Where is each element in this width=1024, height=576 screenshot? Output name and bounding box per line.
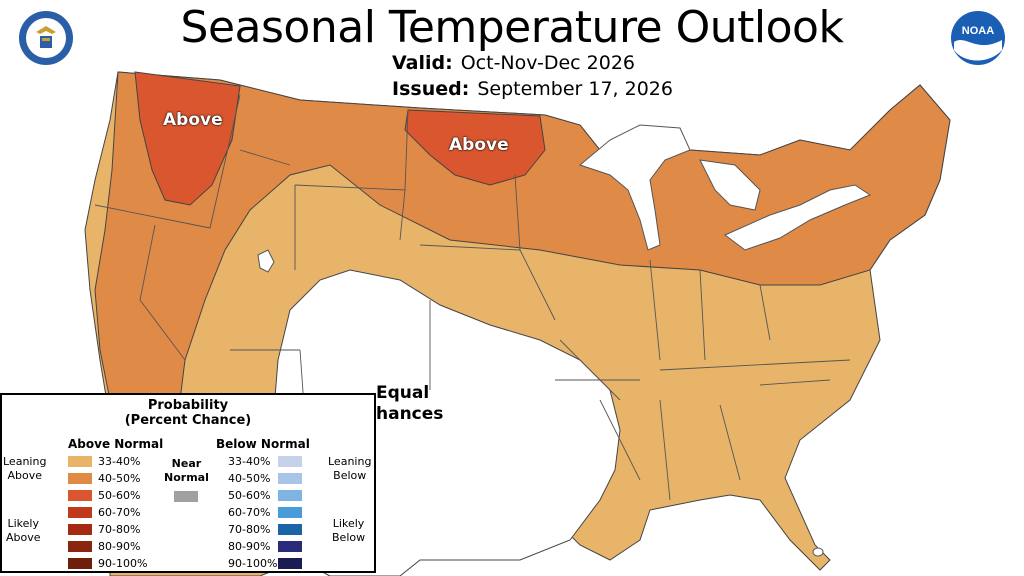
map-label-above-north: Above [449, 135, 509, 155]
legend-below-header: Below Normal [216, 437, 310, 451]
valid-label: Valid: [392, 52, 453, 74]
legend-swatch-below-6 [278, 541, 302, 552]
region-above-50-60-north [404, 109, 546, 186]
valid-value: Oct-Nov-Dec 2026 [460, 52, 636, 74]
legend-swatch-below-7 [278, 558, 302, 569]
leaning-below-l2: Below [333, 469, 367, 482]
great-salt-lake [257, 249, 275, 273]
legend-near-normal: Near Normal [164, 457, 209, 485]
page-title: Seasonal Temperature Outlook [180, 2, 844, 53]
likely-below-l1: Likely [332, 517, 365, 530]
legend-swatch-below-3 [278, 490, 302, 501]
legend-swatch-above-7 [68, 558, 92, 569]
legend-label-above-5: 70-80% [98, 523, 141, 536]
legend-swatch-above-5 [68, 524, 92, 535]
legend-label-above-2: 40-50% [98, 472, 141, 485]
legend-swatch-below-5 [278, 524, 302, 535]
leaning-below-l1: Leaning [328, 455, 372, 468]
state-boundaries [94, 94, 851, 501]
legend-label-below-1: 33-40% [228, 455, 271, 468]
legend-likely-below: Likely Below [332, 517, 365, 545]
issued-line: Issued: September 17, 2026 [392, 78, 673, 100]
legend-swatch-near-normal [174, 491, 198, 502]
legend-leaning-below: Leaning Below [328, 455, 371, 483]
leaning-above-l1: Leaning [3, 455, 47, 468]
likely-above-l1: Likely [7, 517, 40, 530]
legend-swatch-below-4 [278, 507, 302, 518]
legend-label-above-6: 80-90% [98, 540, 141, 553]
legend-label-below-5: 70-80% [228, 523, 271, 536]
map-label-equal-2: hances [376, 404, 444, 424]
legend-leaning-above: Leaning Above [3, 455, 46, 483]
region-above-50-60-west [134, 71, 241, 206]
legend-label-above-7: 90-100% [98, 557, 148, 570]
legend-swatch-below-1 [278, 456, 302, 467]
likely-below-l2: Below [332, 531, 366, 544]
legend-likely-above: Likely Above [6, 517, 41, 545]
legend: Probability (Percent Chance) Above Norma… [0, 393, 376, 573]
legend-swatch-above-2 [68, 473, 92, 484]
legend-swatch-above-3 [68, 490, 92, 501]
legend-title-line1: Probability [147, 398, 229, 413]
legend-label-above-4: 60-70% [98, 506, 141, 519]
legend-label-below-6: 80-90% [228, 540, 271, 553]
map-label-above-west: Above [163, 110, 223, 130]
near-normal-l2: Normal [164, 471, 209, 484]
great-lakes [578, 124, 872, 251]
noaa-logo-text: NOAA [962, 25, 994, 37]
legend-swatch-above-6 [68, 541, 92, 552]
legend-label-below-7: 90-100% [228, 557, 278, 570]
leaning-above-l2: Above [7, 469, 42, 482]
legend-swatch-above-4 [68, 507, 92, 518]
issued-label: Issued: [392, 78, 470, 100]
near-normal-l1: Near [171, 457, 202, 470]
legend-label-below-3: 50-60% [228, 489, 271, 502]
commerce-seal-icon [19, 11, 73, 65]
issued-value: September 17, 2026 [477, 78, 673, 100]
noaa-logo-icon: NOAA [951, 11, 1005, 65]
valid-line: Valid: Oct-Nov-Dec 2026 [392, 52, 635, 74]
legend-label-above-1: 33-40% [98, 455, 141, 468]
legend-above-header: Above Normal [68, 437, 164, 451]
legend-label-below-4: 60-70% [228, 506, 271, 519]
legend-label-above-3: 50-60% [98, 489, 141, 502]
legend-swatch-above-1 [68, 456, 92, 467]
legend-label-below-2: 40-50% [228, 472, 271, 485]
legend-swatch-below-2 [278, 473, 302, 484]
legend-title-line2: (Percent Chance) [124, 413, 252, 428]
legend-title: Probability (Percent Chance) [2, 398, 374, 428]
likely-above-l2: Above [6, 531, 41, 544]
lake-okeechobee [812, 547, 824, 557]
map-label-equal-1: Equal [376, 383, 430, 403]
